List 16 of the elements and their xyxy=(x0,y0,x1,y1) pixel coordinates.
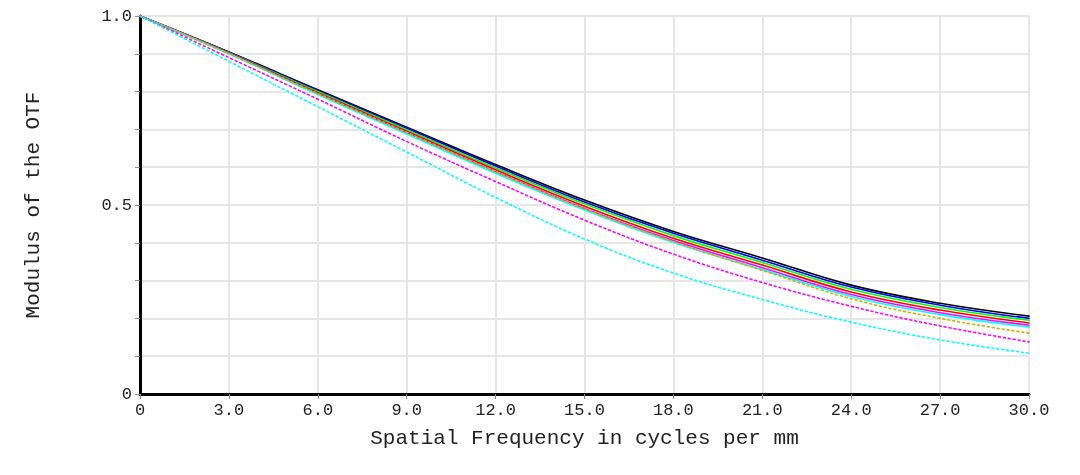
x-tick-label: 27.0 xyxy=(919,401,961,420)
x-tick-label: 0 xyxy=(134,401,146,420)
y-tick-label: 0 xyxy=(121,384,132,404)
x-tick-label: 3.0 xyxy=(213,401,245,420)
x-tick-label: 9.0 xyxy=(391,401,422,420)
y-axis-title: Modulus of the OTF xyxy=(22,91,45,319)
y-tick-label: 0.5 xyxy=(101,195,132,215)
x-tick-label: 15.0 xyxy=(564,401,605,420)
x-tick-label: 21.0 xyxy=(741,401,783,420)
x-tick-label: 18.0 xyxy=(652,401,694,420)
x-tick-label: 30.0 xyxy=(1008,401,1050,420)
x-axis-title: Spatial Frequency in cycles per mm xyxy=(370,427,799,450)
x-tick-label: 24.0 xyxy=(830,401,872,420)
x-tick-label: 6.0 xyxy=(302,401,334,420)
x-tick-label: 12.0 xyxy=(475,401,517,420)
y-tick-label: 1.0 xyxy=(101,6,132,26)
